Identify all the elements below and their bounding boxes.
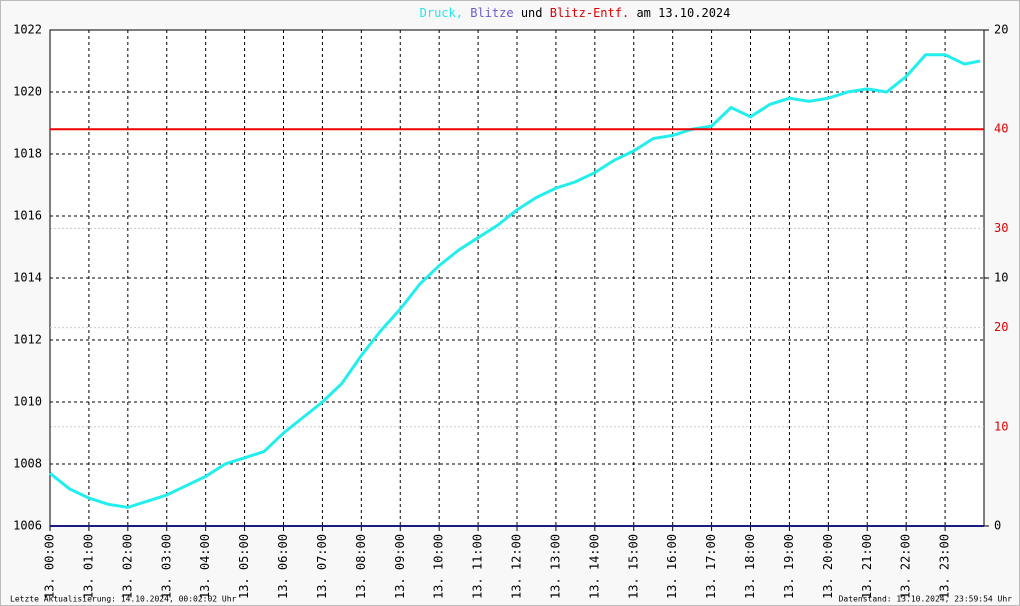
- footer-left: Letzte Aktualisierung: 14.10.2024, 00:02…: [10, 595, 237, 604]
- x-tick-label: 13. 05:00: [237, 534, 251, 599]
- x-tick-label: 13. 06:00: [276, 534, 290, 599]
- y3-tick-label: 20: [994, 320, 1008, 334]
- title-part: am 13.10.2024: [636, 6, 730, 20]
- y-tick-label: 1008: [13, 457, 42, 471]
- x-tick-label: 13. 22:00: [899, 534, 913, 599]
- title-part: und: [521, 6, 543, 20]
- x-tick-label: 13. 11:00: [471, 534, 485, 599]
- x-tick-label: 13. 19:00: [782, 534, 796, 599]
- x-tick-label: 13. 15:00: [626, 534, 640, 599]
- footer-right: Datenstand: 13.10.2024, 23:59:54 Uhr: [839, 595, 1013, 604]
- x-tick-label: 13. 23:00: [938, 534, 952, 599]
- x-tick-label: 13. 02:00: [120, 534, 134, 599]
- y2-tick-label: 10: [994, 271, 1008, 285]
- x-tick-label: 13. 20:00: [821, 534, 835, 599]
- x-tick-label: 13. 18:00: [743, 534, 757, 599]
- x-tick-label: 13. 00:00: [43, 534, 57, 599]
- title-part: Druck,: [420, 6, 463, 20]
- x-tick-label: 13. 03:00: [159, 534, 173, 599]
- x-tick-label: 13. 21:00: [860, 534, 874, 599]
- series-line: [49, 53, 981, 509]
- x-tick-label: 13. 10:00: [432, 534, 446, 599]
- x-tick-label: 13. 13:00: [548, 534, 562, 599]
- y-tick-label: 1020: [13, 85, 42, 99]
- y2-tick-label: 20: [994, 23, 1008, 37]
- title-part: Blitze: [470, 6, 513, 20]
- y2-tick-label: 0: [994, 519, 1001, 533]
- y3-tick-label: 40: [994, 122, 1008, 136]
- x-tick-label: 13. 12:00: [510, 534, 524, 599]
- y-tick-label: 1014: [13, 271, 42, 285]
- title-part: Blitz-Entf.: [550, 6, 629, 20]
- x-tick-label: 13. 08:00: [354, 534, 368, 599]
- y-tick-label: 1016: [13, 209, 42, 223]
- y3-tick-label: 30: [994, 221, 1008, 235]
- y-tick-label: 1022: [13, 23, 42, 37]
- x-tick-label: 13. 09:00: [393, 534, 407, 599]
- x-tick-label: 13. 17:00: [704, 534, 718, 599]
- y-tick-label: 1012: [13, 333, 42, 347]
- x-tick-label: 13. 01:00: [81, 534, 95, 599]
- x-tick-label: 13. 14:00: [587, 534, 601, 599]
- y-tick-label: 1018: [13, 147, 42, 161]
- x-tick-label: 13. 07:00: [315, 534, 329, 599]
- x-tick-label: 13. 04:00: [198, 534, 212, 599]
- chart-title: Druck, Blitze und Blitz-Entf. am 13.10.2…: [420, 6, 731, 20]
- y-tick-label: 1006: [13, 519, 42, 533]
- y3-tick-label: 10: [994, 419, 1008, 433]
- y-tick-label: 1010: [13, 395, 42, 409]
- x-tick-label: 13. 16:00: [665, 534, 679, 599]
